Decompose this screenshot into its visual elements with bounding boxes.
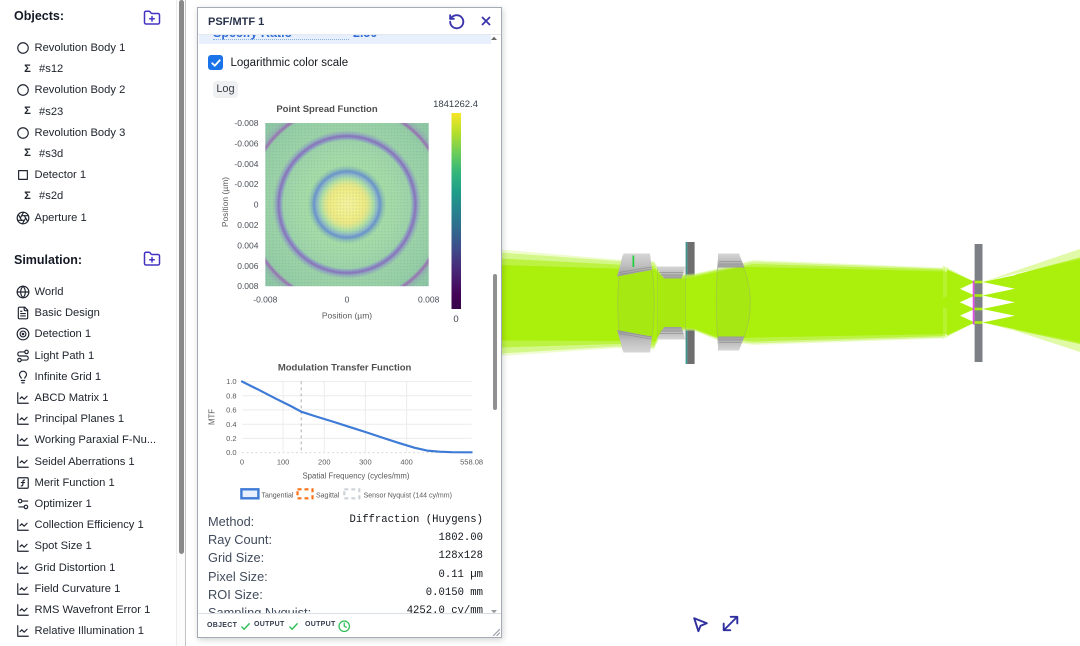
svg-text:1841262.4: 1841262.4 bbox=[433, 99, 478, 110]
svg-text:558.08: 558.08 bbox=[460, 458, 483, 467]
svg-text:Sensor Nyquist (144 cy/mm): Sensor Nyquist (144 cy/mm) bbox=[364, 492, 452, 499]
svg-text:0.002: 0.002 bbox=[237, 220, 259, 230]
svg-text:0.0: 0.0 bbox=[226, 448, 236, 457]
svg-text:-0.002: -0.002 bbox=[234, 179, 258, 189]
svg-text:-0.004: -0.004 bbox=[234, 159, 258, 169]
svg-text:0: 0 bbox=[453, 314, 458, 325]
svg-text:300: 300 bbox=[359, 458, 372, 467]
svg-text:200: 200 bbox=[318, 458, 331, 467]
svg-text:Modulation Transfer Function: Modulation Transfer Function bbox=[278, 363, 412, 374]
svg-text:0.004: 0.004 bbox=[237, 240, 259, 250]
svg-text:Point Spread Function: Point Spread Function bbox=[276, 104, 378, 115]
svg-text:Sagittal: Sagittal bbox=[316, 492, 340, 499]
svg-text:0.008: 0.008 bbox=[418, 295, 440, 305]
svg-text:-0.006: -0.006 bbox=[234, 138, 258, 148]
svg-text:Tangential: Tangential bbox=[262, 492, 294, 499]
svg-text:0.008: 0.008 bbox=[237, 281, 259, 291]
svg-text:0: 0 bbox=[345, 295, 350, 305]
svg-text:100: 100 bbox=[277, 458, 290, 467]
svg-text:0.6: 0.6 bbox=[226, 406, 236, 415]
svg-text:0.4: 0.4 bbox=[226, 420, 236, 429]
svg-text:Spatial Frequency (cycles/mm): Spatial Frequency (cycles/mm) bbox=[302, 472, 409, 481]
svg-text:-0.008: -0.008 bbox=[253, 295, 277, 305]
svg-text:0.006: 0.006 bbox=[237, 261, 259, 271]
svg-text:1.0: 1.0 bbox=[226, 377, 236, 386]
svg-text:0: 0 bbox=[254, 200, 259, 210]
svg-text:Position (µm): Position (µm) bbox=[220, 177, 230, 227]
svg-text:0: 0 bbox=[240, 458, 244, 467]
svg-text:400: 400 bbox=[400, 458, 413, 467]
svg-text:MTF: MTF bbox=[208, 409, 217, 425]
svg-text:0.2: 0.2 bbox=[226, 434, 236, 443]
svg-text:0.8: 0.8 bbox=[226, 391, 236, 400]
svg-text:-0.008: -0.008 bbox=[234, 118, 258, 128]
svg-text:Position (µm): Position (µm) bbox=[322, 311, 372, 321]
